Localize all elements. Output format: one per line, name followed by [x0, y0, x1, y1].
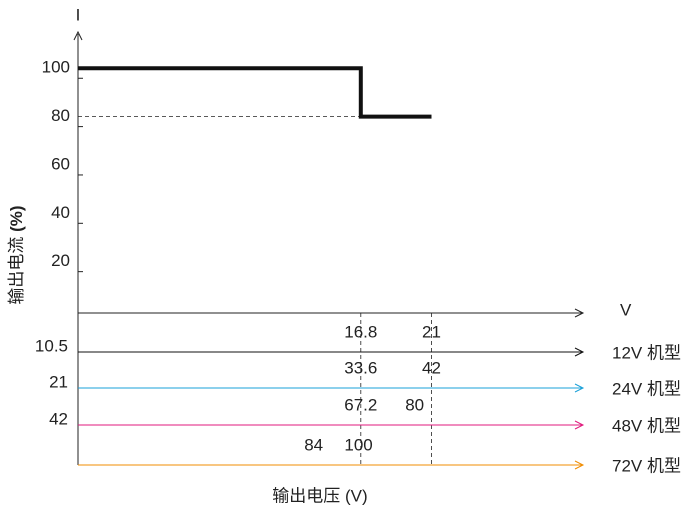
x-arrow: [574, 308, 585, 318]
x-axis-symbol: V: [620, 300, 632, 319]
x-axis-label: 输出电压 (V): [272, 486, 367, 505]
y-tick-label: 60: [51, 154, 70, 173]
model-min: 10.5: [35, 336, 68, 355]
model-tick-label: 84: [304, 435, 323, 454]
y-tick-label: 40: [51, 203, 70, 222]
model-min: 42: [49, 409, 68, 428]
y-axis-label: 输出电流 (%): [7, 205, 26, 304]
model-tick-label: 67.2: [344, 395, 377, 414]
y-tick-label: 100: [42, 58, 70, 77]
model-arrow: [574, 420, 585, 430]
y-tick-label: 80: [51, 106, 70, 125]
model-name: 12V 机型: [612, 343, 681, 362]
model-name: 72V 机型: [612, 456, 681, 475]
model-tick-label: 21: [422, 322, 441, 341]
model-tick-label: 80: [405, 395, 424, 414]
model-tick-label: 100: [344, 435, 372, 454]
y-axis-symbol: I: [76, 5, 81, 24]
y-arrow: [73, 30, 83, 41]
model-tick-label: 16.8: [344, 322, 377, 341]
model-tick-label: 33.6: [344, 358, 377, 377]
model-tick-label: 42: [422, 358, 441, 377]
series-line: [78, 66, 432, 119]
model-arrow: [574, 383, 585, 393]
model-name: 48V 机型: [612, 416, 681, 435]
y-label-unit: (%): [7, 205, 26, 231]
model-min: 21: [49, 372, 68, 391]
model-arrow: [574, 460, 585, 470]
y-tick-label: 20: [51, 251, 70, 270]
y-label-text: 输出电流: [7, 237, 26, 305]
model-arrow: [574, 347, 585, 357]
model-name: 24V 机型: [612, 379, 681, 398]
